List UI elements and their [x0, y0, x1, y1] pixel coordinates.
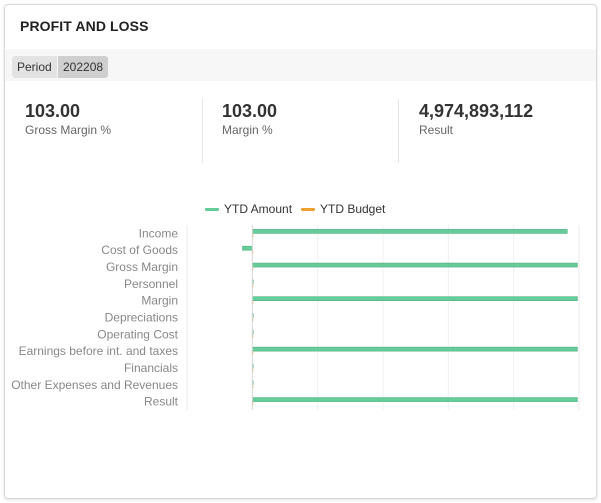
category-label: Depreciations: [105, 311, 178, 325]
bar-ytd-amount: [252, 296, 578, 301]
legend-item-ytd-budget[interactable]: YTD Budget: [301, 202, 385, 216]
category-label: Income: [139, 226, 179, 240]
category-label: Personnel: [124, 277, 178, 291]
kpi-divider: [202, 99, 203, 163]
bar-ytd-amount: [252, 229, 568, 234]
category-label: Cost of Goods: [101, 243, 178, 257]
kpi-gross-margin-label: Gross Margin %: [25, 123, 112, 137]
category-label: Financials: [124, 361, 178, 375]
kpi-divider: [398, 99, 399, 163]
kpi-gross-margin-value: 103.00: [25, 101, 81, 121]
kpi-margin-label: Margin %: [222, 123, 273, 137]
kpi-margin: 103.00 Margin %: [222, 101, 277, 163]
bar-ytd-amount: [252, 346, 578, 352]
kpi-result: 4,974,893,112 Result: [419, 101, 533, 163]
legend-item-ytd-amount[interactable]: YTD Amount: [205, 202, 292, 216]
pl-bar-chart: Income Cost of Goods Gross Margin Personnel…: [11, 225, 580, 410]
kpi-margin-value: 103.00: [222, 101, 278, 121]
category-label: Gross Margin: [106, 260, 178, 274]
bar-ytd-amount: [242, 245, 253, 251]
category-label: Other Expenses and Revenues: [11, 378, 178, 392]
category-label: Margin: [141, 294, 178, 308]
category-label: Operating Cost: [97, 327, 178, 341]
filter-bar: Period 202208: [5, 49, 596, 81]
kpi-result-value: 4,974,893,112: [419, 101, 534, 121]
legend-label-ytd-budget: YTD Budget: [320, 202, 386, 216]
period-filter-value[interactable]: 202208: [58, 56, 109, 78]
legend-swatch-ytd-amount: [205, 208, 219, 212]
period-filter-key[interactable]: Period: [12, 56, 57, 78]
profit-and-loss-widget: PROFIT AND LOSS Period 202208 103.00 Gro…: [4, 4, 597, 499]
legend-label-ytd-amount: YTD Amount: [224, 202, 293, 216]
bar-ytd-amount: [252, 262, 578, 268]
widget-title: PROFIT AND LOSS: [20, 18, 149, 34]
kpi-gross-margin: 103.00 Gross Margin %: [25, 101, 111, 163]
legend-swatch-ytd-budget: [301, 208, 315, 212]
kpi-result-label: Result: [419, 123, 454, 137]
category-label: Earnings before int. and taxes: [19, 344, 178, 358]
bar-ytd-amount: [252, 397, 578, 402]
category-label: Result: [144, 395, 179, 409]
